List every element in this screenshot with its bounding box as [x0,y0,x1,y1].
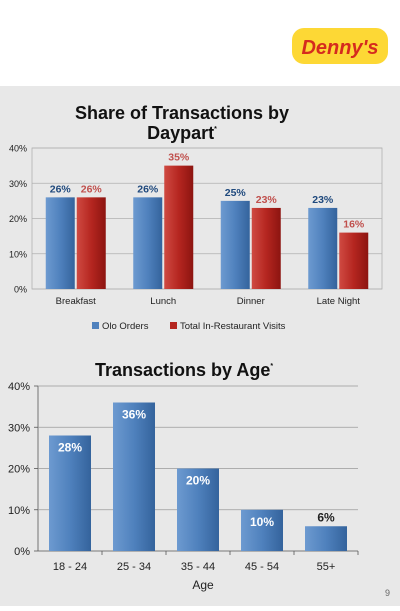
data-label: 28% [58,441,82,455]
legend-label: Total In-Restaurant Visits [180,321,286,332]
data-label: 35% [168,152,190,164]
bar-in-restaurant [76,197,106,289]
data-label: 6% [317,510,335,524]
bar-olo [133,197,163,289]
x-tick-label: 35 - 44 [181,561,215,573]
bar [177,468,219,551]
x-tick-label: 55+ [317,561,336,573]
bar-in-restaurant [164,165,194,289]
x-tick-label: Dinner [237,296,265,307]
y-tick-label: 0% [14,546,30,558]
age-chart: Transactions by Age* 0% 10% 20% 30% 40% 28% 18 … [8,360,359,592]
bar [241,509,283,551]
data-label: 36% [122,408,146,422]
data-label: 26% [81,183,103,195]
data-label: 10% [250,515,274,529]
x-tick-label: 45 - 54 [245,561,279,573]
logo-text: Denny's [301,37,378,59]
bar-olo [308,207,338,289]
data-label: 23% [312,194,334,206]
page-number: 9 [384,588,390,598]
data-label: 16% [343,219,365,231]
y-tick-label: 10% [8,505,30,517]
y-tick-label: 20% [9,214,27,224]
data-label: 20% [186,474,210,488]
bar [305,526,347,551]
y-tick-label: 20% [8,464,30,476]
bar-in-restaurant [339,232,369,289]
x-tick-label: Lunch [150,296,176,307]
legend-swatch [92,322,99,329]
daypart-chart: Share of Transactions byDaypart**0%10%20… [9,103,383,332]
x-tick-label: 18 - 24 [53,561,87,573]
legend-swatch [170,322,177,329]
x-axis-label: Age [192,578,214,592]
y-tick-label: 30% [8,422,30,434]
y-tick-label: 40% [8,381,30,393]
y-tick-label: 10% [9,249,27,259]
chart-title: Transactions by Age* [95,360,273,380]
y-tick-label: 30% [9,179,27,189]
y-tick-label: 0% [14,285,27,295]
x-tick-label: Late Night [317,296,361,307]
data-label: 23% [256,194,278,206]
bar [113,402,155,551]
dennys-logo: Denny's [292,28,388,64]
data-label: 26% [50,183,72,195]
data-label: 26% [137,183,159,195]
legend-label: Olo Orders [102,321,149,332]
daypart-chart-panel: Share of Transactions byDaypart**0%10%20… [0,86,400,346]
bar-olo [45,197,75,289]
bar-in-restaurant [251,207,281,289]
x-tick-label: 25 - 34 [117,561,151,573]
age-chart-panel: Transactions by Age* 0% 10% 20% 30% 40% 28% 18 … [0,346,400,606]
x-tick-label: Breakfast [56,296,96,307]
bar [49,435,91,551]
logo-background [292,28,388,64]
bar-olo [220,200,250,289]
y-tick-label: 40% [9,144,27,154]
chart-title-line2: Daypart* [147,123,217,143]
data-label: 25% [225,187,247,199]
chart-title-line1: Share of Transactions by [75,103,289,123]
